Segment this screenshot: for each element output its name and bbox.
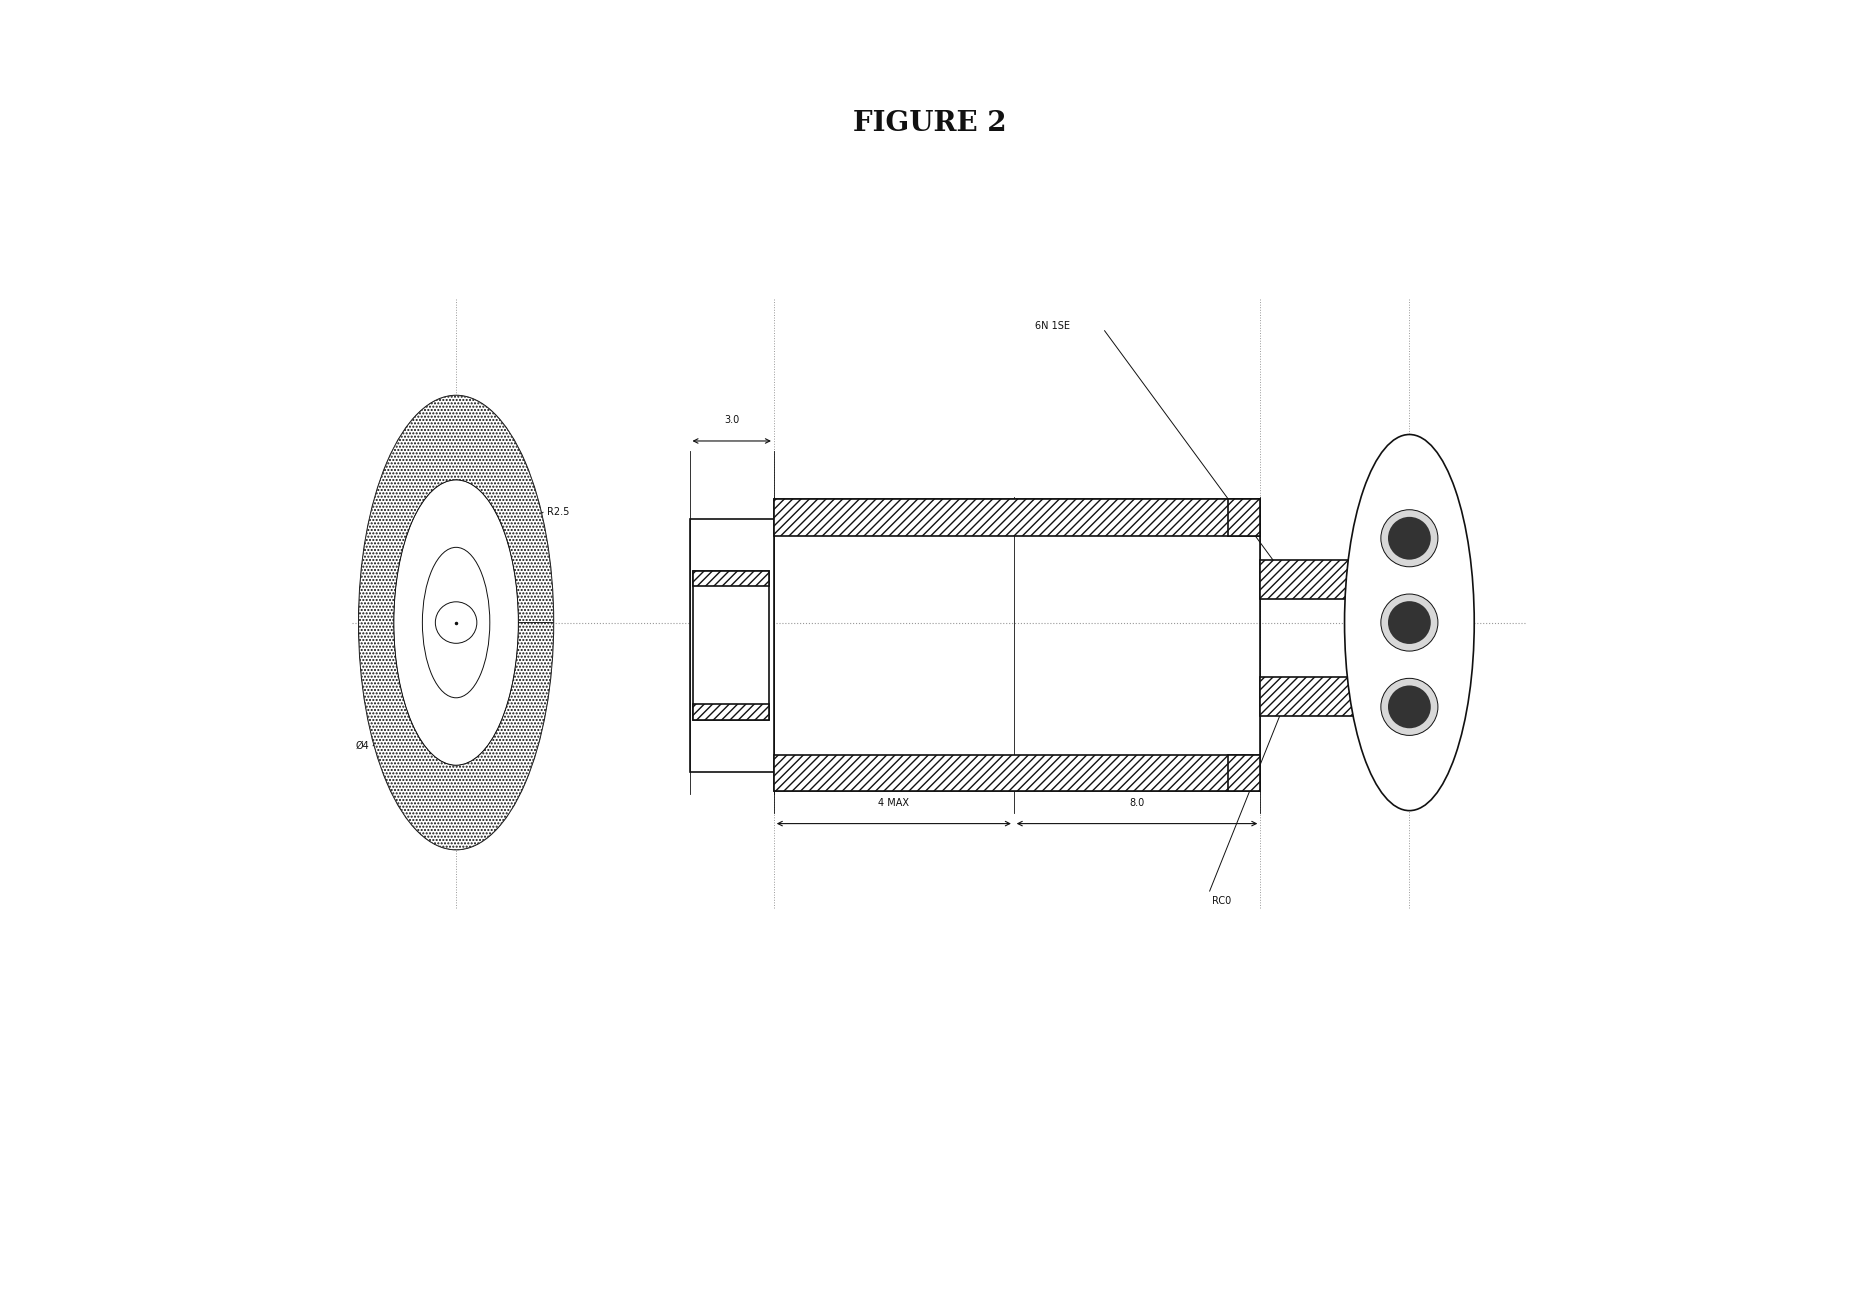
Circle shape: [1389, 518, 1431, 560]
Text: 6N 1SE: 6N 1SE: [1035, 320, 1071, 331]
Bar: [1260, 677, 1370, 716]
Ellipse shape: [1344, 434, 1474, 811]
Bar: [773, 755, 1260, 791]
Circle shape: [1381, 594, 1437, 651]
PathPatch shape: [359, 396, 554, 850]
Text: 4 MAX: 4 MAX: [877, 798, 909, 808]
Bar: [693, 571, 768, 586]
Bar: [693, 704, 768, 720]
Ellipse shape: [359, 396, 554, 850]
Bar: [690, 519, 773, 772]
Circle shape: [1389, 601, 1431, 643]
Text: R2.5: R2.5: [547, 507, 569, 518]
Bar: [1227, 499, 1260, 536]
Circle shape: [1381, 510, 1437, 567]
Circle shape: [435, 602, 478, 643]
Bar: [693, 571, 768, 720]
Text: Ø4: Ø4: [355, 741, 370, 751]
Bar: [1260, 560, 1370, 599]
Ellipse shape: [422, 547, 489, 698]
Bar: [773, 499, 1260, 791]
Text: 3.0: 3.0: [725, 415, 740, 425]
Bar: [1259, 499, 1260, 536]
Text: FIGURE 2: FIGURE 2: [853, 110, 1006, 136]
Text: RC0: RC0: [1212, 896, 1231, 907]
Circle shape: [1389, 686, 1431, 729]
Bar: [773, 499, 1260, 536]
Text: 8.0: 8.0: [1130, 798, 1145, 808]
Circle shape: [1381, 678, 1437, 735]
Ellipse shape: [394, 480, 519, 765]
Bar: [1227, 755, 1260, 791]
